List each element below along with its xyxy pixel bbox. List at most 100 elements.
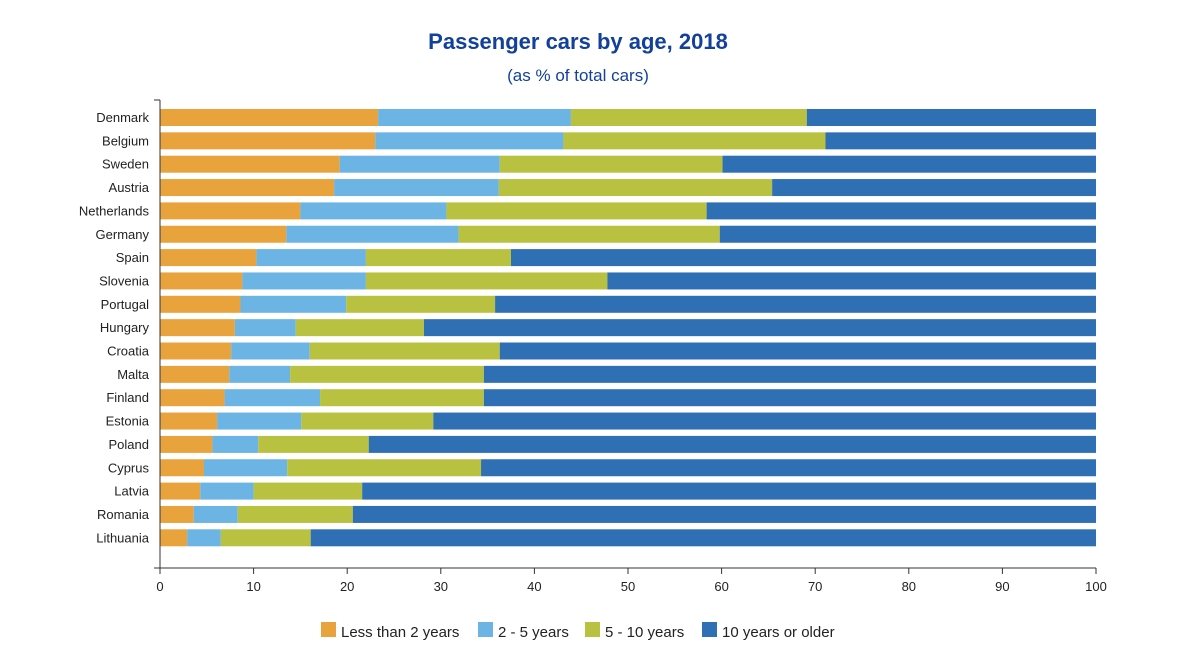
x-tick-label: 40 bbox=[527, 579, 541, 594]
category-label: Slovenia bbox=[99, 273, 150, 288]
bar-latvia-series-1 bbox=[160, 482, 201, 500]
bar-finland-series-1 bbox=[160, 389, 225, 407]
chart-title: Passenger cars by age, 2018 bbox=[428, 29, 728, 54]
bar-latvia-series-3 bbox=[253, 482, 363, 500]
category-label: Austria bbox=[109, 180, 150, 195]
category-label: Belgium bbox=[102, 133, 149, 148]
x-tick-label: 60 bbox=[714, 579, 728, 594]
bar-belgium-series-3 bbox=[563, 132, 826, 150]
bar-portugal-series-1 bbox=[160, 295, 241, 313]
category-label: Spain bbox=[116, 250, 149, 265]
x-tick-label: 0 bbox=[156, 579, 163, 594]
bar-estonia-series-3 bbox=[301, 412, 434, 430]
bar-romania-series-1 bbox=[160, 505, 194, 523]
bar-romania-series-2 bbox=[193, 505, 238, 523]
bar-denmark-series-2 bbox=[378, 109, 571, 126]
bar-netherlands-series-2 bbox=[300, 202, 447, 220]
bar-denmark-series-3 bbox=[570, 109, 807, 126]
category-label: Denmark bbox=[96, 110, 149, 125]
bar-sweden-series-4 bbox=[722, 155, 1096, 173]
legend-label: 2 - 5 years bbox=[498, 624, 569, 641]
bar-slovenia-series-2 bbox=[242, 272, 366, 290]
legend-label: Less than 2 years bbox=[341, 624, 459, 641]
bar-hungary-series-3 bbox=[295, 319, 424, 337]
bar-malta-series-4 bbox=[483, 365, 1096, 383]
category-label: Cyprus bbox=[108, 460, 150, 475]
bar-lithuania-series-1 bbox=[160, 529, 188, 547]
bar-croatia-series-1 bbox=[160, 342, 232, 360]
bar-romania-series-4 bbox=[352, 505, 1096, 523]
legend-label: 5 - 10 years bbox=[605, 624, 684, 641]
bar-spain-series-3 bbox=[365, 249, 511, 267]
bar-belgium-series-4 bbox=[825, 132, 1096, 150]
x-tick-label: 20 bbox=[340, 579, 354, 594]
bar-lithuania-series-2 bbox=[187, 529, 221, 547]
legend-swatch bbox=[478, 622, 493, 637]
bar-cyprus-series-4 bbox=[481, 459, 1096, 477]
bar-slovenia-series-3 bbox=[365, 272, 608, 290]
bar-cyprus-series-2 bbox=[203, 459, 288, 477]
bar-portugal-series-4 bbox=[495, 295, 1097, 313]
x-tick-label: 30 bbox=[434, 579, 448, 594]
legend: Less than 2 years 2 - 5 years 5 - 10 years… bbox=[321, 622, 835, 641]
bar-spain-series-2 bbox=[256, 249, 366, 267]
category-label: Portugal bbox=[101, 297, 150, 312]
bar-latvia-series-4 bbox=[362, 482, 1096, 500]
bar-austria-series-3 bbox=[498, 179, 773, 197]
x-tick-label: 80 bbox=[902, 579, 916, 594]
x-tick-label: 50 bbox=[621, 579, 635, 594]
bar-hungary-series-1 bbox=[160, 319, 235, 337]
bar-lithuania-series-4 bbox=[310, 529, 1096, 547]
bar-finland-series-3 bbox=[320, 389, 484, 407]
bar-hungary-series-4 bbox=[423, 319, 1096, 337]
bar-lithuania-series-3 bbox=[220, 529, 311, 547]
bar-sweden-series-2 bbox=[339, 155, 500, 173]
x-tick-label: 10 bbox=[246, 579, 260, 594]
bar-croatia-series-2 bbox=[231, 342, 310, 360]
x-tick-label: 70 bbox=[808, 579, 822, 594]
bar-spain-series-4 bbox=[511, 249, 1096, 267]
bar-romania-series-3 bbox=[237, 505, 353, 523]
bar-poland-series-3 bbox=[258, 435, 369, 453]
bar-finland-series-2 bbox=[224, 389, 321, 407]
category-label: Netherlands bbox=[79, 203, 150, 218]
bar-poland-series-2 bbox=[212, 435, 259, 453]
bar-germany-series-2 bbox=[286, 225, 459, 243]
bar-austria-series-4 bbox=[772, 179, 1096, 197]
bar-slovenia-series-4 bbox=[607, 272, 1096, 290]
bar-malta-series-1 bbox=[160, 365, 230, 383]
bar-spain-series-1 bbox=[160, 249, 257, 267]
category-label: Croatia bbox=[107, 344, 150, 359]
x-axis: 0 10 20 30 40 50 60 70 80 90 100 bbox=[154, 99, 1107, 594]
bar-poland-series-1 bbox=[160, 435, 213, 453]
legend-swatch bbox=[702, 622, 717, 637]
bar-estonia-series-2 bbox=[217, 412, 302, 430]
bars-group bbox=[160, 109, 1097, 547]
bar-hungary-series-2 bbox=[234, 319, 296, 337]
x-tick-label: 100 bbox=[1085, 579, 1107, 594]
bar-slovenia-series-1 bbox=[160, 272, 243, 290]
bar-croatia-series-4 bbox=[499, 342, 1096, 360]
bar-denmark-series-4 bbox=[806, 109, 1096, 126]
bar-belgium-series-2 bbox=[375, 132, 564, 150]
chart-subtitle: (as % of total cars) bbox=[507, 66, 649, 85]
bar-croatia-series-3 bbox=[309, 342, 500, 360]
bar-austria-series-1 bbox=[160, 179, 335, 197]
bar-estonia-series-4 bbox=[433, 412, 1096, 430]
category-labels: Denmark Belgium Sweden Austria Netherlands Ge… bbox=[79, 110, 150, 545]
category-label: Germany bbox=[96, 227, 150, 242]
bar-belgium-series-1 bbox=[160, 132, 376, 150]
bar-austria-series-2 bbox=[334, 179, 499, 197]
bar-malta-series-2 bbox=[229, 365, 291, 383]
legend-swatch bbox=[321, 622, 336, 637]
category-label: Malta bbox=[117, 367, 150, 382]
bar-netherlands-series-4 bbox=[706, 202, 1096, 220]
legend-label: 10 years or older bbox=[722, 624, 835, 641]
category-label: Sweden bbox=[102, 157, 149, 172]
bar-cyprus-series-3 bbox=[287, 459, 482, 477]
x-tick-label: 90 bbox=[995, 579, 1009, 594]
category-label: Poland bbox=[109, 437, 149, 452]
bar-sweden-series-3 bbox=[499, 155, 723, 173]
bar-finland-series-4 bbox=[483, 389, 1096, 407]
